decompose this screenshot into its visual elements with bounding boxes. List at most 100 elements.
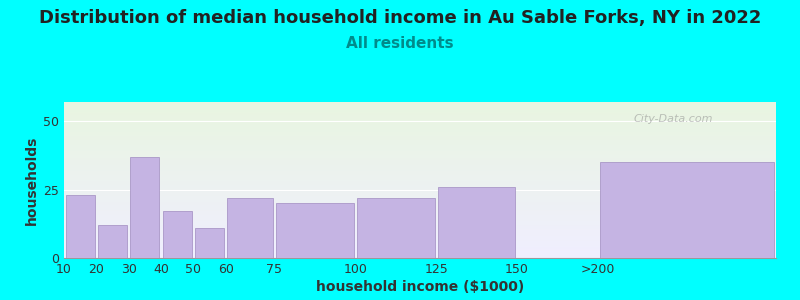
Bar	[98, 225, 127, 258]
Bar	[64, 117, 776, 118]
Bar	[64, 169, 776, 170]
Bar	[64, 212, 776, 213]
Bar	[64, 156, 776, 157]
Bar	[64, 118, 776, 119]
Bar	[64, 250, 776, 251]
Bar	[64, 238, 776, 239]
Bar	[64, 180, 776, 181]
Bar	[64, 135, 776, 136]
Bar	[64, 130, 776, 131]
Bar	[64, 191, 776, 192]
Bar	[64, 149, 776, 150]
Bar	[64, 227, 776, 228]
Bar	[64, 173, 776, 174]
Bar	[64, 188, 776, 189]
Bar	[64, 136, 776, 137]
Bar	[64, 115, 776, 116]
Bar	[64, 144, 776, 145]
Bar	[64, 186, 776, 187]
Bar	[64, 179, 776, 180]
Bar	[64, 253, 776, 254]
Bar	[600, 162, 774, 258]
Bar	[64, 208, 776, 209]
Bar	[64, 170, 776, 171]
Bar	[64, 137, 776, 138]
Bar	[64, 126, 776, 127]
Bar	[64, 162, 776, 163]
Bar	[64, 187, 776, 188]
Bar	[64, 242, 776, 243]
Bar	[64, 168, 776, 169]
Bar	[64, 125, 776, 126]
Bar	[64, 192, 776, 193]
Bar	[64, 147, 776, 148]
Bar	[64, 211, 776, 212]
Bar	[64, 177, 776, 178]
Bar	[64, 233, 776, 234]
Bar	[64, 145, 776, 146]
Bar	[64, 124, 776, 125]
Bar	[64, 198, 776, 199]
Bar	[64, 123, 776, 124]
Bar	[64, 175, 776, 176]
Bar	[64, 155, 776, 156]
Bar	[64, 107, 776, 108]
Bar	[66, 195, 94, 258]
Text: All residents: All residents	[346, 36, 454, 51]
Bar	[64, 184, 776, 185]
Bar	[64, 185, 776, 186]
Y-axis label: households: households	[25, 135, 39, 225]
Bar	[64, 203, 776, 204]
Bar	[64, 164, 776, 165]
Bar	[64, 158, 776, 159]
Bar	[64, 120, 776, 121]
Bar	[64, 241, 776, 242]
Bar	[64, 199, 776, 200]
Bar	[64, 228, 776, 229]
Text: City-Data.com: City-Data.com	[634, 115, 713, 124]
Bar	[64, 108, 776, 109]
Bar	[64, 133, 776, 134]
Bar	[64, 183, 776, 184]
Bar	[64, 181, 776, 182]
Bar	[64, 138, 776, 139]
Bar	[64, 132, 776, 133]
Bar	[64, 151, 776, 152]
Bar	[64, 178, 776, 179]
Bar	[64, 146, 776, 147]
Bar	[64, 110, 776, 111]
Bar	[64, 216, 776, 217]
Bar	[64, 247, 776, 248]
Bar	[64, 159, 776, 160]
Bar	[64, 256, 776, 257]
Bar	[64, 254, 776, 255]
Bar	[64, 143, 776, 144]
Bar	[195, 228, 224, 258]
Bar	[64, 169, 776, 170]
Bar	[64, 209, 776, 210]
Bar	[64, 245, 776, 246]
Bar	[64, 167, 776, 168]
Bar	[64, 165, 776, 166]
Bar	[130, 157, 159, 258]
Bar	[64, 225, 776, 226]
Bar	[64, 217, 776, 218]
Bar	[438, 187, 515, 258]
Bar	[64, 255, 776, 256]
Bar	[64, 204, 776, 205]
Bar	[64, 131, 776, 132]
Bar	[227, 198, 273, 258]
Bar	[64, 236, 776, 237]
Bar	[64, 150, 776, 151]
Bar	[64, 219, 776, 220]
Bar	[64, 257, 776, 258]
Bar	[64, 231, 776, 232]
Bar	[64, 189, 776, 190]
Bar	[64, 161, 776, 162]
Bar	[64, 190, 776, 191]
Bar	[64, 213, 776, 214]
Bar	[64, 239, 776, 240]
Bar	[64, 252, 776, 253]
Bar	[64, 112, 776, 113]
Bar	[64, 220, 776, 221]
